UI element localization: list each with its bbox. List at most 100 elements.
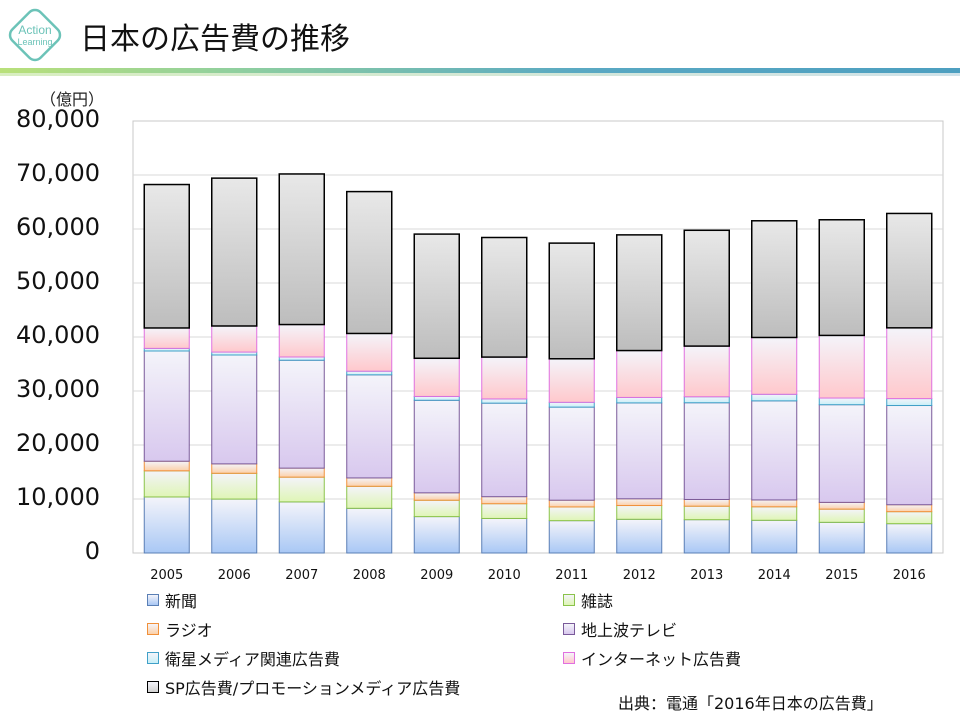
legend-swatch (147, 594, 159, 606)
title-divider (0, 68, 960, 73)
bar-segment-2008-0 (346, 507, 393, 554)
bar-segment-2010-6 (481, 236, 528, 358)
bar-segment-2014-0 (751, 519, 798, 554)
bar-segment-2015-5 (818, 334, 865, 399)
bar-segment-2016-4 (886, 398, 933, 407)
legend-swatch (563, 623, 575, 635)
bar-segment-2005-1 (143, 470, 190, 498)
bar-segment-2011-0 (548, 520, 595, 554)
legend-swatch (563, 652, 575, 664)
bar-segment-2008-2 (346, 477, 393, 487)
x-tick-label: 2009 (420, 568, 454, 583)
bar-segment-2010-1 (481, 503, 528, 519)
bar-segment-2008-1 (346, 485, 393, 509)
bar-segment-2016-6 (886, 212, 933, 329)
bar-segment-2010-4 (481, 398, 528, 404)
legend-item: SP広告費/プロモーションメディア広告費 (147, 675, 460, 699)
bar-segment-2013-3 (683, 402, 730, 500)
legend-label: 衛星メディア関連広告費 (165, 650, 340, 669)
svg-text:Learning: Learning (17, 37, 52, 47)
bar-segment-2010-5 (481, 356, 528, 400)
x-tick-label: 2012 (622, 568, 656, 583)
legend-item: インターネット広告費 (563, 646, 741, 670)
bar-segment-2015-3 (818, 404, 865, 503)
bar-segment-2006-6 (211, 177, 258, 327)
bar-segment-2007-0 (278, 501, 325, 554)
bar-segment-2012-6 (616, 234, 663, 352)
y-tick-label: 50,000 (16, 267, 100, 295)
bar-segment-2007-1 (278, 476, 325, 503)
bar-segment-2005-0 (143, 496, 190, 554)
bar-segment-2013-6 (683, 229, 730, 347)
legend-swatch (147, 623, 159, 635)
bar-segment-2007-5 (278, 324, 325, 358)
x-tick-label: 2010 (487, 568, 521, 583)
bar-segment-2009-4 (413, 395, 460, 401)
legend-item: 新聞 (147, 588, 197, 612)
y-tick-label: 20,000 (16, 429, 100, 457)
legend-label: 雑誌 (581, 592, 614, 611)
bar-segment-2009-0 (413, 516, 460, 554)
bar-segment-2009-3 (413, 399, 460, 494)
bar-segment-2006-3 (211, 354, 258, 465)
y-tick-label: 10,000 (16, 483, 100, 511)
y-axis-unit: （億円） (40, 90, 105, 109)
bar-segment-2012-1 (616, 505, 663, 520)
bar-segment-2012-0 (616, 518, 663, 554)
legend-swatch (563, 594, 575, 606)
bar-segment-2012-2 (616, 498, 663, 507)
bar-segment-2011-2 (548, 499, 595, 508)
bar-segment-2013-0 (683, 519, 730, 554)
bar-segment-2006-2 (211, 463, 258, 474)
bar-segment-2012-4 (616, 396, 663, 404)
bar-segment-2011-1 (548, 506, 595, 522)
bar-segment-2009-2 (413, 492, 460, 501)
bar-segment-2012-3 (616, 402, 663, 500)
bar-segment-2008-5 (346, 332, 393, 372)
bar-segment-2013-1 (683, 505, 730, 521)
bar-segment-2006-1 (211, 472, 258, 500)
bar-segment-2012-5 (616, 350, 663, 398)
x-tick-label: 2015 (825, 568, 859, 583)
bar-segment-2010-3 (481, 402, 528, 498)
bar-segment-2015-6 (818, 219, 865, 337)
bar-segment-2006-0 (211, 498, 258, 554)
y-tick-label: 80,000 (16, 105, 100, 133)
bar-segment-2016-3 (886, 405, 933, 506)
bar-segment-2016-1 (886, 511, 933, 525)
bar-segment-2005-2 (143, 460, 190, 472)
bar-segment-2009-5 (413, 357, 460, 397)
bar-segment-2007-6 (278, 173, 325, 326)
bar-segment-2010-2 (481, 496, 528, 505)
bar-segment-2007-3 (278, 359, 325, 469)
legend-item: ラジオ (147, 617, 213, 641)
bar-segment-2013-5 (683, 345, 730, 398)
bar-segment-2011-4 (548, 401, 595, 408)
title-divider-shadow (0, 73, 960, 76)
legend-label: 新聞 (165, 592, 198, 611)
source-note: 出典：電通「2016年日本の広告費」 (618, 694, 883, 713)
bar-segment-2015-0 (818, 521, 865, 554)
bar-segment-2013-4 (683, 396, 730, 404)
legend-label: 地上波テレビ (581, 621, 678, 640)
bar-segment-2016-2 (886, 504, 933, 513)
y-tick-label: 40,000 (16, 321, 100, 349)
svg-text:Action: Action (18, 23, 51, 37)
page-title: 日本の広告費の推移 (80, 22, 350, 57)
x-tick-label: 2008 (352, 568, 386, 583)
bar-segment-2005-3 (143, 350, 190, 462)
bar-segment-2011-3 (548, 406, 595, 501)
bar-segment-2008-3 (346, 374, 393, 479)
bar-segment-2008-4 (346, 370, 393, 376)
y-tick-label: 0 (84, 537, 100, 565)
legend-swatch (147, 652, 159, 664)
x-tick-label: 2014 (757, 568, 791, 583)
x-tick-label: 2011 (555, 568, 589, 583)
bar-segment-2007-2 (278, 467, 325, 478)
bar-segment-2009-1 (413, 499, 460, 518)
x-tick-label: 2005 (150, 568, 184, 583)
legend-item: 地上波テレビ (563, 617, 677, 641)
y-tick-label: 30,000 (16, 375, 100, 403)
legend-swatch (147, 681, 159, 693)
